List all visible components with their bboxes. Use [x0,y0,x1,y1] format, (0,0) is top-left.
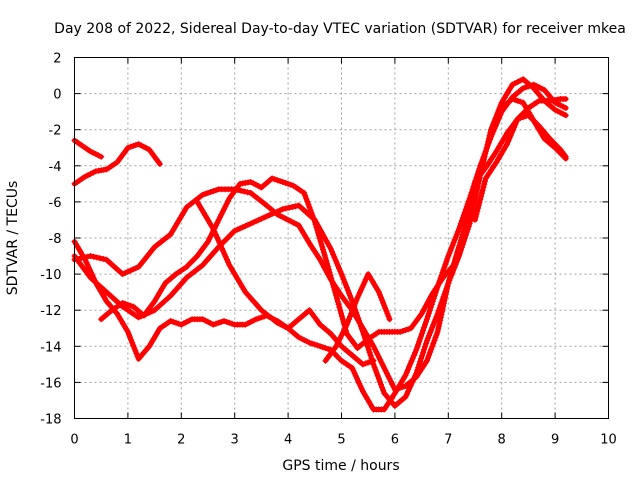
x-tick-label: 0 [70,433,78,448]
y-tick-label: 2 [53,52,61,67]
x-tick-label: 9 [551,433,559,448]
y-tick-label: -16 [40,376,61,391]
x-tick-label: 5 [337,433,345,448]
y-tick-label: -10 [40,268,61,283]
y-axis-title: SDTVAR / TECUs [5,181,21,296]
y-tick-label: -18 [40,413,61,428]
series-1 [71,137,105,160]
series-10 [498,96,569,162]
x-tick-labels: 0 1 2 3 4 5 6 7 8 9 10 [70,433,616,448]
x-axis-title: GPS time / hours [282,458,399,474]
series-line [72,186,462,393]
y-tick-labels: 2 0 -2 -4 -6 -8 -10 -12 -14 -16 -18 [40,52,61,428]
x-tick-label: 10 [600,433,617,448]
y-tick-label: -12 [40,304,61,319]
ticks [74,57,609,419]
y-tick-label: -8 [49,232,62,247]
series-markers [71,137,105,160]
series-markers [194,198,377,368]
y-tick-label: 0 [53,88,61,103]
y-tick-label: -2 [49,124,62,139]
x-tick-label: 6 [391,433,399,448]
y-tick-label: -4 [49,160,62,175]
series-5 [71,81,569,413]
series-markers [322,271,393,364]
x-tick-label: 2 [177,433,185,448]
x-tick-label: 8 [498,433,506,448]
series-8 [322,271,393,364]
x-tick-label: 3 [231,433,239,448]
series-line [98,96,569,351]
series-markers [498,96,569,162]
y-tick-label: -6 [49,196,62,211]
series-7 [194,198,377,368]
series-2 [71,141,163,187]
series-6 [98,96,569,352]
x-tick-label: 7 [444,433,452,448]
series-markers [98,96,569,352]
chart-title: Day 208 of 2022, Sidereal Day-to-day VTE… [54,21,626,37]
series-group [71,76,569,413]
x-tick-label: 4 [284,433,292,448]
y-tick-label: -14 [40,340,61,355]
x-tick-label: 1 [124,433,132,448]
